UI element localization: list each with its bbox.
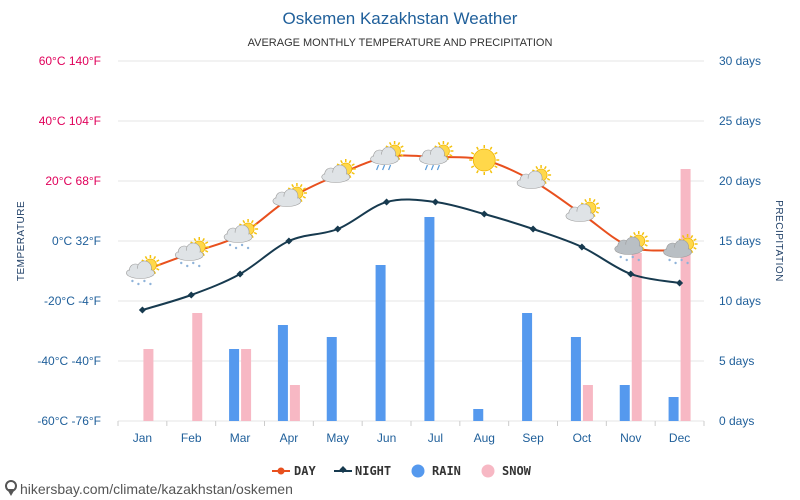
right-tick-label: 10 days [719,294,761,308]
night-point[interactable] [236,270,244,278]
right-tick-label: 0 days [719,414,754,428]
snow-cloud-sun-icon [614,231,649,262]
chart-title: Oskemen Kazakhstan Weather [283,9,518,28]
temperature-lines [138,154,684,314]
x-tick-label: Jul [428,431,443,445]
x-tick-label: Apr [280,431,299,445]
x-tick-label: Jan [133,431,152,445]
night-point[interactable] [431,198,439,206]
night-point[interactable] [627,270,635,278]
left-tick-label: 60°C 140°F [39,54,101,68]
x-tick-label: Jun [377,431,396,445]
rain-bar[interactable] [619,385,630,421]
night-point[interactable] [285,237,293,245]
x-tick-label: Mar [230,431,251,445]
night-point[interactable] [676,279,684,287]
night-point[interactable] [578,243,586,251]
rain-bar[interactable] [424,217,435,421]
snow-bar[interactable] [241,349,252,421]
left-tick-label: -20°C -4°F [44,294,101,308]
weather-icons [126,141,698,286]
snow-bar[interactable] [192,313,203,421]
rain-cloud-sun-icon [419,141,454,171]
left-tick-label: 40°C 104°F [39,114,101,128]
rain-bar[interactable] [473,409,484,421]
rain-bar[interactable] [277,325,288,421]
right-axis-ticks: 30 days 25 days 20 days 15 days 10 days 5 day… [719,54,761,428]
right-tick-label: 15 days [719,234,761,248]
legend-rain-label: RAIN [432,464,461,478]
x-tick-label: Aug [474,431,495,445]
cloud-sun-icon [565,198,600,222]
chart-subtitle: AVERAGE MONTHLY TEMPERATURE AND PRECIPIT… [248,37,553,49]
source-link[interactable]: hikersbay.com/climate/kazakhstan/oskemen [20,481,293,497]
rain-bar[interactable] [668,397,679,421]
night-point[interactable] [334,225,342,233]
rain-bar[interactable] [375,265,386,421]
snow-bar[interactable] [631,253,642,421]
left-tick-label: -60°C -76°F [37,414,101,428]
x-tick-label: Sep [522,431,544,445]
legend-day-label: DAY [294,464,316,478]
legend-night-marker [339,466,347,474]
right-tick-label: 30 days [719,54,761,68]
night-line [142,198,680,311]
snow-cloud-sun-icon [174,237,210,268]
left-tick-label: 0°C 32°F [52,234,101,248]
rain-bar[interactable] [326,337,337,421]
right-tick-label: 20 days [719,174,761,188]
precipitation-bars [143,169,691,421]
snow-cloud-sun-icon [223,219,259,250]
snow-bar[interactable] [289,385,300,421]
cloud-sun-icon [272,183,307,207]
legend-night-label: NIGHT [355,464,391,478]
rain-cloud-sun-icon [370,141,405,171]
left-axis-ticks: 60°C 140°F 40°C 104°F 20°C 68°F 0°C 32°F -20… [37,54,101,428]
rain-bar[interactable] [522,313,533,421]
night-point[interactable] [529,225,537,233]
legend-rain-swatch [411,464,425,478]
night-point[interactable] [383,198,391,206]
night-point[interactable] [187,291,195,299]
night-point[interactable] [480,210,488,218]
legend-snow[interactable]: SNOW [481,464,532,478]
grid-lines [117,60,705,426]
legend-rain[interactable]: RAIN [411,464,461,478]
legend-snow-swatch [481,464,495,478]
legend-day[interactable]: DAY [272,464,316,478]
right-tick-label: 25 days [719,114,761,128]
x-tick-label: Nov [620,431,641,445]
snow-cloud-sun-icon [663,234,698,265]
x-axis-ticks: Jan Feb Mar Apr May Jun Jul Aug Sep Oct Nov Dec [133,431,691,445]
legend-snow-label: SNOW [502,464,532,478]
sun-icon [469,145,500,175]
x-tick-label: Dec [669,431,690,445]
legend: DAY NIGHT RAIN SNOW [272,464,532,478]
cloud-sun-icon [321,159,356,183]
right-tick-label: 5 days [719,354,754,368]
location-pin-icon [5,480,17,496]
left-axis-title: TEMPERATURE [16,201,27,281]
rain-bar[interactable] [229,349,240,421]
left-tick-label: -40°C -40°F [37,354,101,368]
x-tick-label: Oct [573,431,592,445]
snow-bar[interactable] [582,385,593,421]
snow-bar[interactable] [680,169,691,421]
right-axis-title: PRECIPITATION [773,200,784,282]
legend-day-marker [277,467,285,475]
snow-bar[interactable] [143,349,154,421]
footer[interactable]: hikersbay.com/climate/kazakhstan/oskemen [5,480,293,497]
left-tick-label: 20°C 68°F [45,174,101,188]
night-point[interactable] [138,306,146,314]
legend-night[interactable]: NIGHT [334,464,391,478]
day-line [142,154,680,272]
x-tick-label: May [326,431,349,445]
rain-bar[interactable] [570,337,581,421]
x-tick-label: Feb [181,431,202,445]
cloud-sun-icon [516,165,552,189]
snow-cloud-sun-icon [126,255,161,286]
